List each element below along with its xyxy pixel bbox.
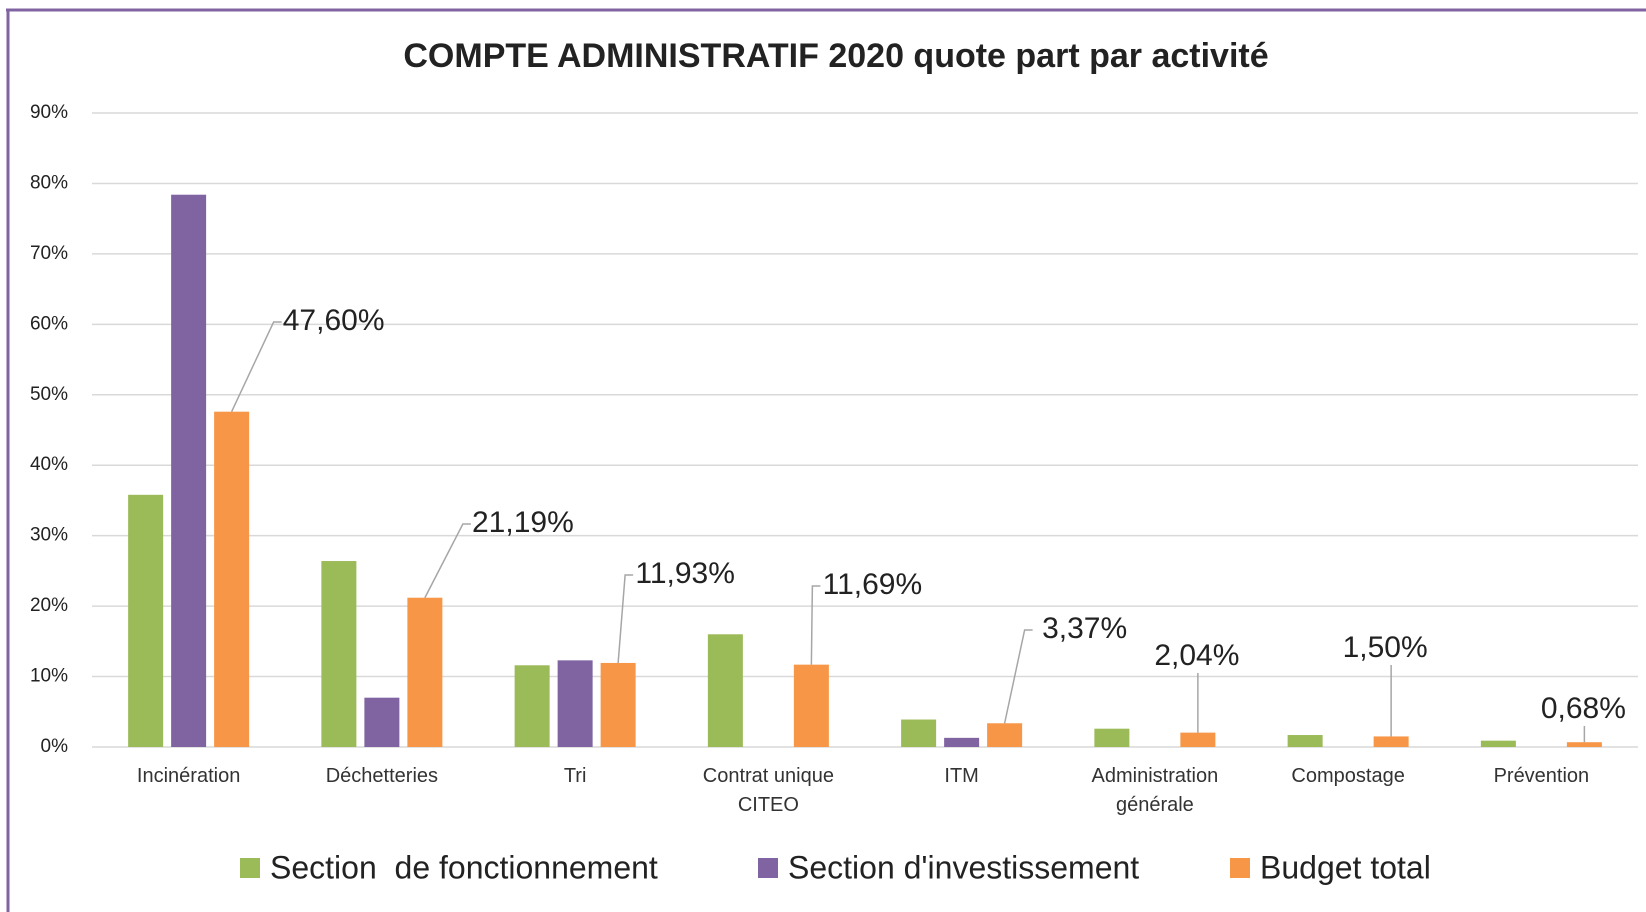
x-tick-label: ITM	[944, 765, 979, 787]
data-label: 21,19%	[472, 506, 574, 539]
data-label: 1,50%	[1343, 631, 1428, 664]
bar	[707, 634, 743, 747]
data-label: 0,68%	[1541, 692, 1626, 725]
chart-title: COMPTE ADMINISTRATIF 2020 quote part par…	[403, 37, 1268, 75]
leader-line	[230, 321, 282, 413]
x-tick-label: Tri	[563, 765, 587, 787]
x-tick-label: Prévention	[1493, 765, 1590, 787]
data-label: 2,04%	[1154, 639, 1239, 672]
bar	[407, 597, 443, 747]
x-tick-label: Contrat unique CITEO	[702, 765, 834, 816]
leader-line	[617, 574, 634, 664]
bar	[514, 665, 550, 747]
bar	[1287, 735, 1323, 747]
data-label: 11,93%	[635, 557, 735, 590]
y-tick-label: 30%	[30, 525, 68, 546]
bar	[364, 697, 400, 747]
legend-label: Section de fonctionnement	[270, 849, 658, 885]
legend-swatch	[1230, 858, 1250, 878]
y-tick-label: 50%	[30, 384, 68, 405]
y-tick-label: 10%	[30, 666, 68, 687]
x-tick-label: Administration générale	[1091, 765, 1219, 816]
y-tick-label: 70%	[30, 243, 68, 264]
bar	[1566, 742, 1602, 747]
bar	[987, 723, 1023, 747]
bar	[128, 494, 164, 747]
bar	[901, 719, 937, 747]
data-label: 47,60%	[283, 304, 385, 337]
legend-swatch	[240, 858, 260, 878]
data-label: 3,37%	[1042, 612, 1127, 645]
leader-line	[810, 585, 821, 665]
y-tick-label: 20%	[30, 595, 68, 616]
data-label: 11,69%	[823, 568, 923, 601]
x-tick-label: Compostage	[1291, 765, 1405, 787]
bar	[1480, 740, 1516, 747]
legend-label: Budget total	[1260, 849, 1431, 885]
y-tick-label: 0%	[41, 736, 69, 757]
y-tick-label: 90%	[30, 102, 68, 123]
y-tick-label: 80%	[30, 172, 68, 193]
bar	[1180, 732, 1216, 747]
legend-swatch	[758, 858, 778, 878]
legend-label: Section d'investissement	[788, 849, 1139, 885]
y-tick-label: 60%	[30, 313, 68, 334]
bar	[321, 561, 357, 747]
leader-line	[424, 523, 471, 599]
bar	[1094, 728, 1130, 747]
bar	[557, 660, 593, 747]
bar	[171, 194, 207, 747]
bar	[1373, 736, 1409, 747]
bar	[214, 411, 250, 747]
x-tick-label: Déchetteries	[325, 765, 439, 787]
x-tick-label: Incinération	[136, 765, 241, 787]
bar	[600, 662, 636, 747]
bar	[944, 737, 980, 747]
y-tick-label: 40%	[30, 454, 68, 475]
leader-line	[1003, 629, 1033, 724]
bar	[793, 664, 829, 747]
